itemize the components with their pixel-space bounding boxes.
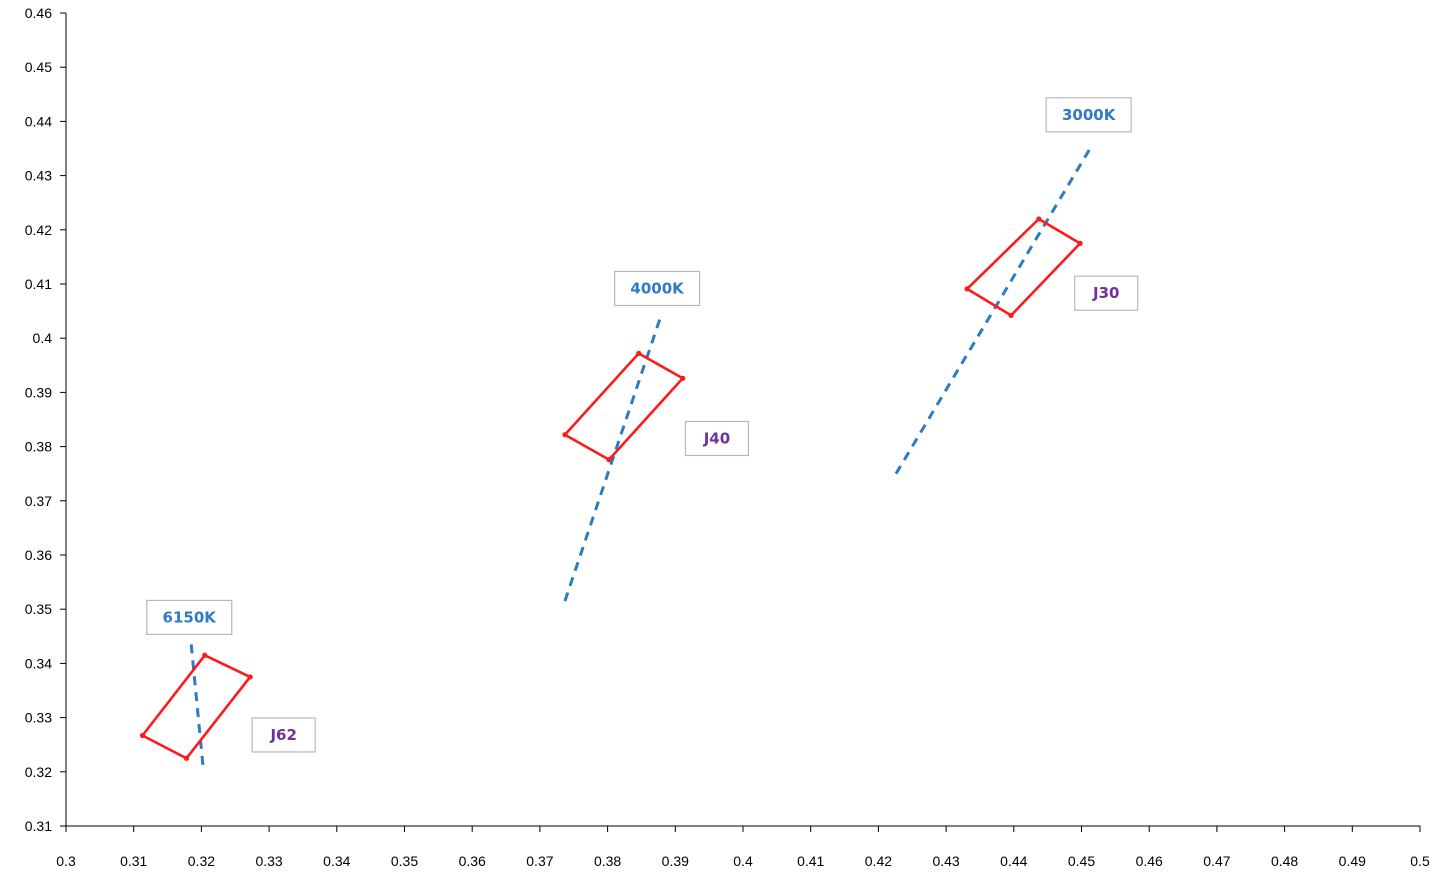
bin-corner-point (562, 432, 568, 438)
y-tick-label: 0.44 (25, 113, 52, 129)
y-tick-label: 0.41 (25, 276, 52, 292)
x-tick-label: 0.47 (1203, 853, 1230, 869)
x-tick-label: 0.41 (797, 853, 824, 869)
callout-6150k: 6150K (146, 599, 233, 636)
x-tick-label: 0.44 (1000, 853, 1027, 869)
x-tick-label: 0.36 (459, 853, 486, 869)
y-tick-label: 0.32 (25, 764, 52, 780)
bin-outline-j62 (141, 653, 252, 760)
x-tick-label: 0.39 (662, 853, 689, 869)
bin-outline-j40 (563, 352, 685, 461)
x-tick-label: 0.3 (56, 853, 76, 869)
bin-corner-point (183, 755, 190, 761)
series-4000k (563, 314, 663, 602)
series-6150k (189, 644, 205, 771)
y-tick-label: 0.35 (25, 601, 52, 617)
callout-3000k: 3000K (1045, 97, 1132, 133)
bin-corner-point (636, 350, 642, 356)
bin-corner-point (1036, 216, 1042, 222)
x-tick-label: 0.46 (1136, 853, 1163, 869)
x-tick-label: 0.49 (1339, 853, 1366, 869)
y-tick-label: 0.33 (25, 710, 52, 726)
cct-line-6150k (189, 644, 205, 771)
plot-area (139, 145, 1093, 771)
series-j62 (139, 652, 253, 761)
x-tick-label: 0.34 (323, 853, 350, 869)
callout-box (1074, 275, 1139, 311)
bin-corner-point (139, 732, 146, 739)
x-tick-label: 0.4 (733, 853, 753, 869)
series-j40 (562, 350, 686, 463)
bin-corner-point (202, 652, 208, 658)
y-tick-label: 0.37 (25, 493, 52, 509)
x-tick-label: 0.31 (120, 853, 147, 869)
callout-label: 4000K (630, 279, 685, 297)
callout-j62: J62 (251, 717, 316, 753)
data-callouts: 6150K 4000K 3000K J62 J40 J30 (146, 97, 1139, 753)
series-3000k (894, 145, 1093, 475)
x-tick-label: 0.45 (1068, 853, 1095, 869)
x-tick-label: 0.32 (188, 853, 215, 869)
series-j30 (964, 216, 1083, 319)
callout-label: J62 (269, 726, 296, 744)
bin-corner-point (1077, 240, 1083, 246)
callout-box (146, 599, 233, 636)
axes: 0.3 0.31 0.32 0.33 0.34 0.35 0.36 0.37 0.38 0.39 0… (25, 5, 1430, 869)
x-tick-label: 0.5 (1410, 853, 1430, 869)
y-tick-label: 0.38 (25, 439, 52, 455)
bin-corner-point (1008, 312, 1014, 319)
y-tick-label: 0.45 (25, 59, 52, 75)
y-tick-label: 0.43 (25, 168, 52, 184)
y-tick-label: 0.31 (25, 818, 52, 834)
x-tick-label: 0.48 (1271, 853, 1298, 869)
callout-box (684, 420, 750, 457)
bin-outline-j30 (966, 217, 1082, 317)
bin-corner-point (606, 457, 612, 463)
y-tick-label: 0.39 (25, 384, 52, 400)
x-tick-label: 0.42 (865, 853, 892, 869)
y-tick-label: 0.34 (25, 655, 52, 671)
x-tick-label: 0.43 (932, 853, 959, 869)
callout-label: J30 (1092, 284, 1119, 302)
cct-line-3000k (894, 145, 1093, 475)
x-tick-label: 0.37 (526, 853, 553, 869)
y-tick-label: 0.42 (25, 222, 52, 238)
callout-label: 6150K (163, 608, 218, 626)
callout-4000k: 4000K (613, 270, 701, 307)
y-tick-label: 0.36 (25, 547, 52, 563)
y-tick-label: 0.4 (33, 330, 53, 346)
callout-label: J40 (703, 429, 730, 447)
callout-j40: J40 (684, 420, 750, 457)
callout-box (613, 270, 701, 307)
cct-line-4000k (563, 314, 663, 602)
bin-corner-point (680, 375, 686, 381)
x-tick-label: 0.38 (594, 853, 621, 869)
callout-label: 3000K (1062, 106, 1117, 124)
x-tick-label: 0.35 (391, 853, 418, 869)
callout-box (251, 717, 316, 753)
bin-corner-point (964, 286, 970, 292)
bin-corner-point (247, 674, 253, 680)
callout-j30: J30 (1074, 275, 1139, 311)
x-tick-label: 0.33 (255, 853, 282, 869)
y-tick-label: 0.46 (25, 5, 52, 21)
callout-box (1045, 97, 1132, 133)
